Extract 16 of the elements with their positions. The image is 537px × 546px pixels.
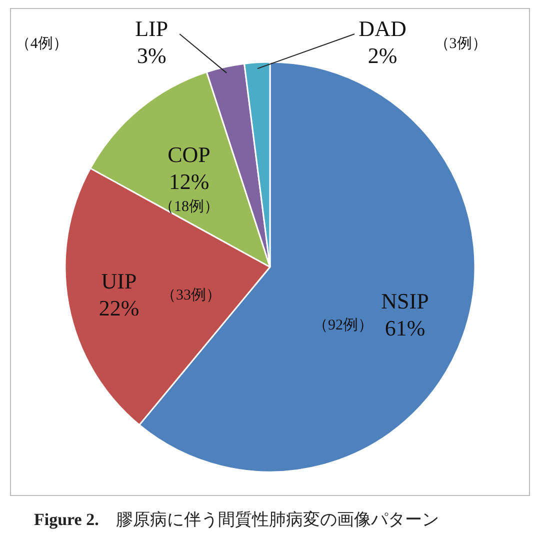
data-label: 12% bbox=[168, 168, 210, 194]
data-label: 2% bbox=[368, 42, 398, 68]
text: （4例） bbox=[15, 36, 68, 52]
data-label: 61% bbox=[384, 315, 426, 340]
text: Figure 2. 膠原病に伴う間質性肺病変の画像パターン bbox=[34, 510, 439, 529]
text: （92例） bbox=[313, 318, 374, 334]
data-label: 22% bbox=[98, 296, 140, 321]
data-label: 3% bbox=[136, 42, 166, 68]
slice-label: COP bbox=[168, 142, 210, 167]
text: （33例） bbox=[160, 288, 221, 304]
slice-label: LIP bbox=[135, 16, 168, 41]
slice-label: UIP bbox=[101, 268, 137, 294]
slice-label: NSIP bbox=[381, 288, 429, 314]
slice-label: DAD bbox=[358, 16, 406, 41]
text: （3例） bbox=[434, 36, 487, 52]
text: （18例） bbox=[158, 199, 219, 216]
